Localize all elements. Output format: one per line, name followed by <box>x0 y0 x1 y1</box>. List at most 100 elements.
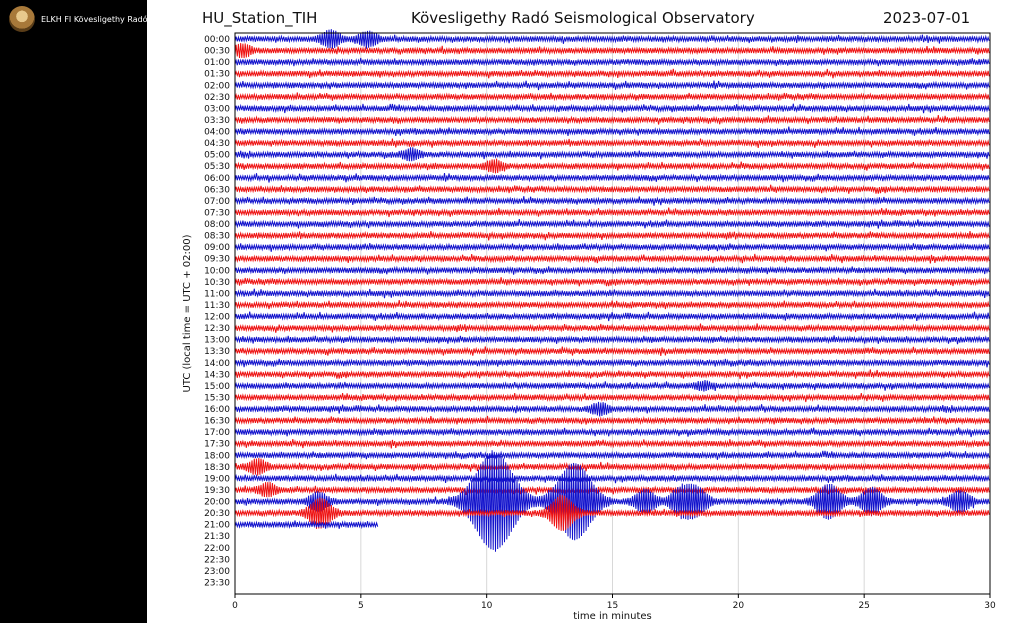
row-time-label: 01:30 <box>204 70 230 80</box>
seismic-trace-1600 <box>234 401 990 417</box>
seismic-trace-0330 <box>234 115 990 125</box>
x-tick-label: 0 <box>232 601 238 611</box>
row-time-label: 00:30 <box>204 47 230 57</box>
row-time-label: 12:30 <box>204 324 230 334</box>
seismic-trace-0900 <box>234 242 990 252</box>
row-time-label: 07:00 <box>204 197 230 207</box>
seismic-trace-1500 <box>234 380 990 392</box>
x-axis-label: time in minutes <box>573 611 652 622</box>
row-time-label: 19:00 <box>204 474 230 484</box>
y-axis-label: UTC (local time = UTC + 02:00) <box>182 234 193 392</box>
seismic-trace-0130 <box>234 68 990 79</box>
row-time-label: 06:00 <box>204 174 230 184</box>
seismic-trace-0500 <box>234 147 990 162</box>
row-time-label: 21:00 <box>204 521 230 531</box>
row-time-label: 02:00 <box>204 81 230 91</box>
seismic-trace-1300 <box>234 335 990 345</box>
row-time-label: 14:30 <box>204 370 230 380</box>
row-time-label: 09:00 <box>204 243 230 253</box>
row-time-label: 10:30 <box>204 278 230 288</box>
seismic-trace-1430 <box>234 369 990 380</box>
seismic-trace-1700 <box>234 427 990 438</box>
seismic-trace-1800 <box>234 450 990 460</box>
x-tick-label: 10 <box>481 601 493 611</box>
row-time-label: 08:00 <box>204 220 230 230</box>
seismic-trace-0800 <box>234 219 990 229</box>
row-time-label: 09:30 <box>204 255 230 265</box>
row-time-label: 16:00 <box>204 405 230 415</box>
seismic-trace-0030 <box>234 43 990 59</box>
row-time-label: 22:30 <box>204 555 230 565</box>
row-time-label: 16:30 <box>204 417 230 427</box>
row-time-label: 04:30 <box>204 139 230 149</box>
seismic-traces <box>234 29 990 552</box>
row-time-label: 20:30 <box>204 509 230 519</box>
station-name: HU_Station_TIH <box>202 9 317 28</box>
seismic-trace-1230 <box>234 323 990 333</box>
row-time-label: 14:00 <box>204 359 230 369</box>
seismic-trace-1330 <box>234 346 990 356</box>
seismic-trace-2030 <box>234 494 990 531</box>
row-time-label: 00:00 <box>204 35 230 45</box>
row-time-label: 03:00 <box>204 104 230 114</box>
row-time-label: 01:00 <box>204 58 230 68</box>
row-time-label: 23:00 <box>204 567 230 577</box>
x-tick-label: 20 <box>733 601 745 611</box>
seismic-trace-1400 <box>234 358 990 368</box>
seismic-trace-1000 <box>234 265 990 275</box>
seismic-trace-0600 <box>234 173 990 183</box>
observatory-title: Kövesligethy Radó Seismological Observat… <box>411 9 755 27</box>
seismic-trace-0200 <box>234 80 990 91</box>
seismic-trace-0230 <box>234 92 990 102</box>
row-time-label: 03:30 <box>204 116 230 126</box>
seismic-trace-1100 <box>234 288 990 299</box>
row-time-label: 12:00 <box>204 313 230 323</box>
row-time-label: 06:30 <box>204 185 230 195</box>
row-time-label: 05:30 <box>204 162 230 172</box>
seismic-trace-1630 <box>234 415 990 426</box>
seismic-trace-0700 <box>234 196 990 206</box>
seismic-trace-1030 <box>234 277 990 287</box>
seismic-trace-0530 <box>234 158 990 174</box>
seismic-trace-0730 <box>234 207 990 218</box>
row-time-label: 18:00 <box>204 451 230 461</box>
seismogram-paper: HU_Station_TIH Kövesligethy Radó Seismol… <box>147 0 1024 623</box>
row-time-label: 15:00 <box>204 382 230 392</box>
x-tick-label: 30 <box>984 601 996 611</box>
row-time-label: 11:00 <box>204 289 230 299</box>
row-time-label: 17:30 <box>204 440 230 450</box>
seismic-trace-0400 <box>234 126 990 137</box>
row-time-label: 08:30 <box>204 232 230 242</box>
seismic-trace-0430 <box>234 138 990 148</box>
seismic-trace-0300 <box>234 103 990 114</box>
seismic-trace-2100 <box>234 520 379 530</box>
row-time-label: 17:00 <box>204 428 230 438</box>
seismic-trace-0630 <box>234 184 990 194</box>
row-time-label: 13:30 <box>204 347 230 357</box>
seismic-trace-1730 <box>234 439 990 449</box>
observatory-seal-icon[interactable] <box>9 6 35 32</box>
row-time-label: 20:00 <box>204 498 230 508</box>
seismic-trace-1530 <box>234 392 990 403</box>
seismic-trace-1900 <box>234 473 990 484</box>
seismic-trace-1130 <box>234 300 990 310</box>
row-time-label: 19:30 <box>204 486 230 496</box>
row-time-label: 05:00 <box>204 151 230 161</box>
row-time-label: 02:30 <box>204 93 230 103</box>
plot-frame <box>234 32 991 595</box>
seismic-trace-1930 <box>234 481 990 498</box>
row-time-label: 22:00 <box>204 544 230 554</box>
seismogram-plot: HU_Station_TIH Kövesligethy Radó Seismol… <box>182 9 996 622</box>
seismic-trace-0830 <box>234 230 990 241</box>
row-time-label: 11:30 <box>204 301 230 311</box>
x-tick-label: 25 <box>858 601 869 611</box>
x-tick-label: 15 <box>607 601 618 611</box>
row-time-label: 04:00 <box>204 128 230 138</box>
seismic-trace-0930 <box>234 253 990 264</box>
seismic-trace-0100 <box>234 57 990 67</box>
row-time-label: 21:30 <box>204 532 230 542</box>
row-time-label: 10:00 <box>204 266 230 276</box>
seismic-trace-1830 <box>234 457 990 476</box>
record-date: 2023-07-01 <box>883 9 970 27</box>
